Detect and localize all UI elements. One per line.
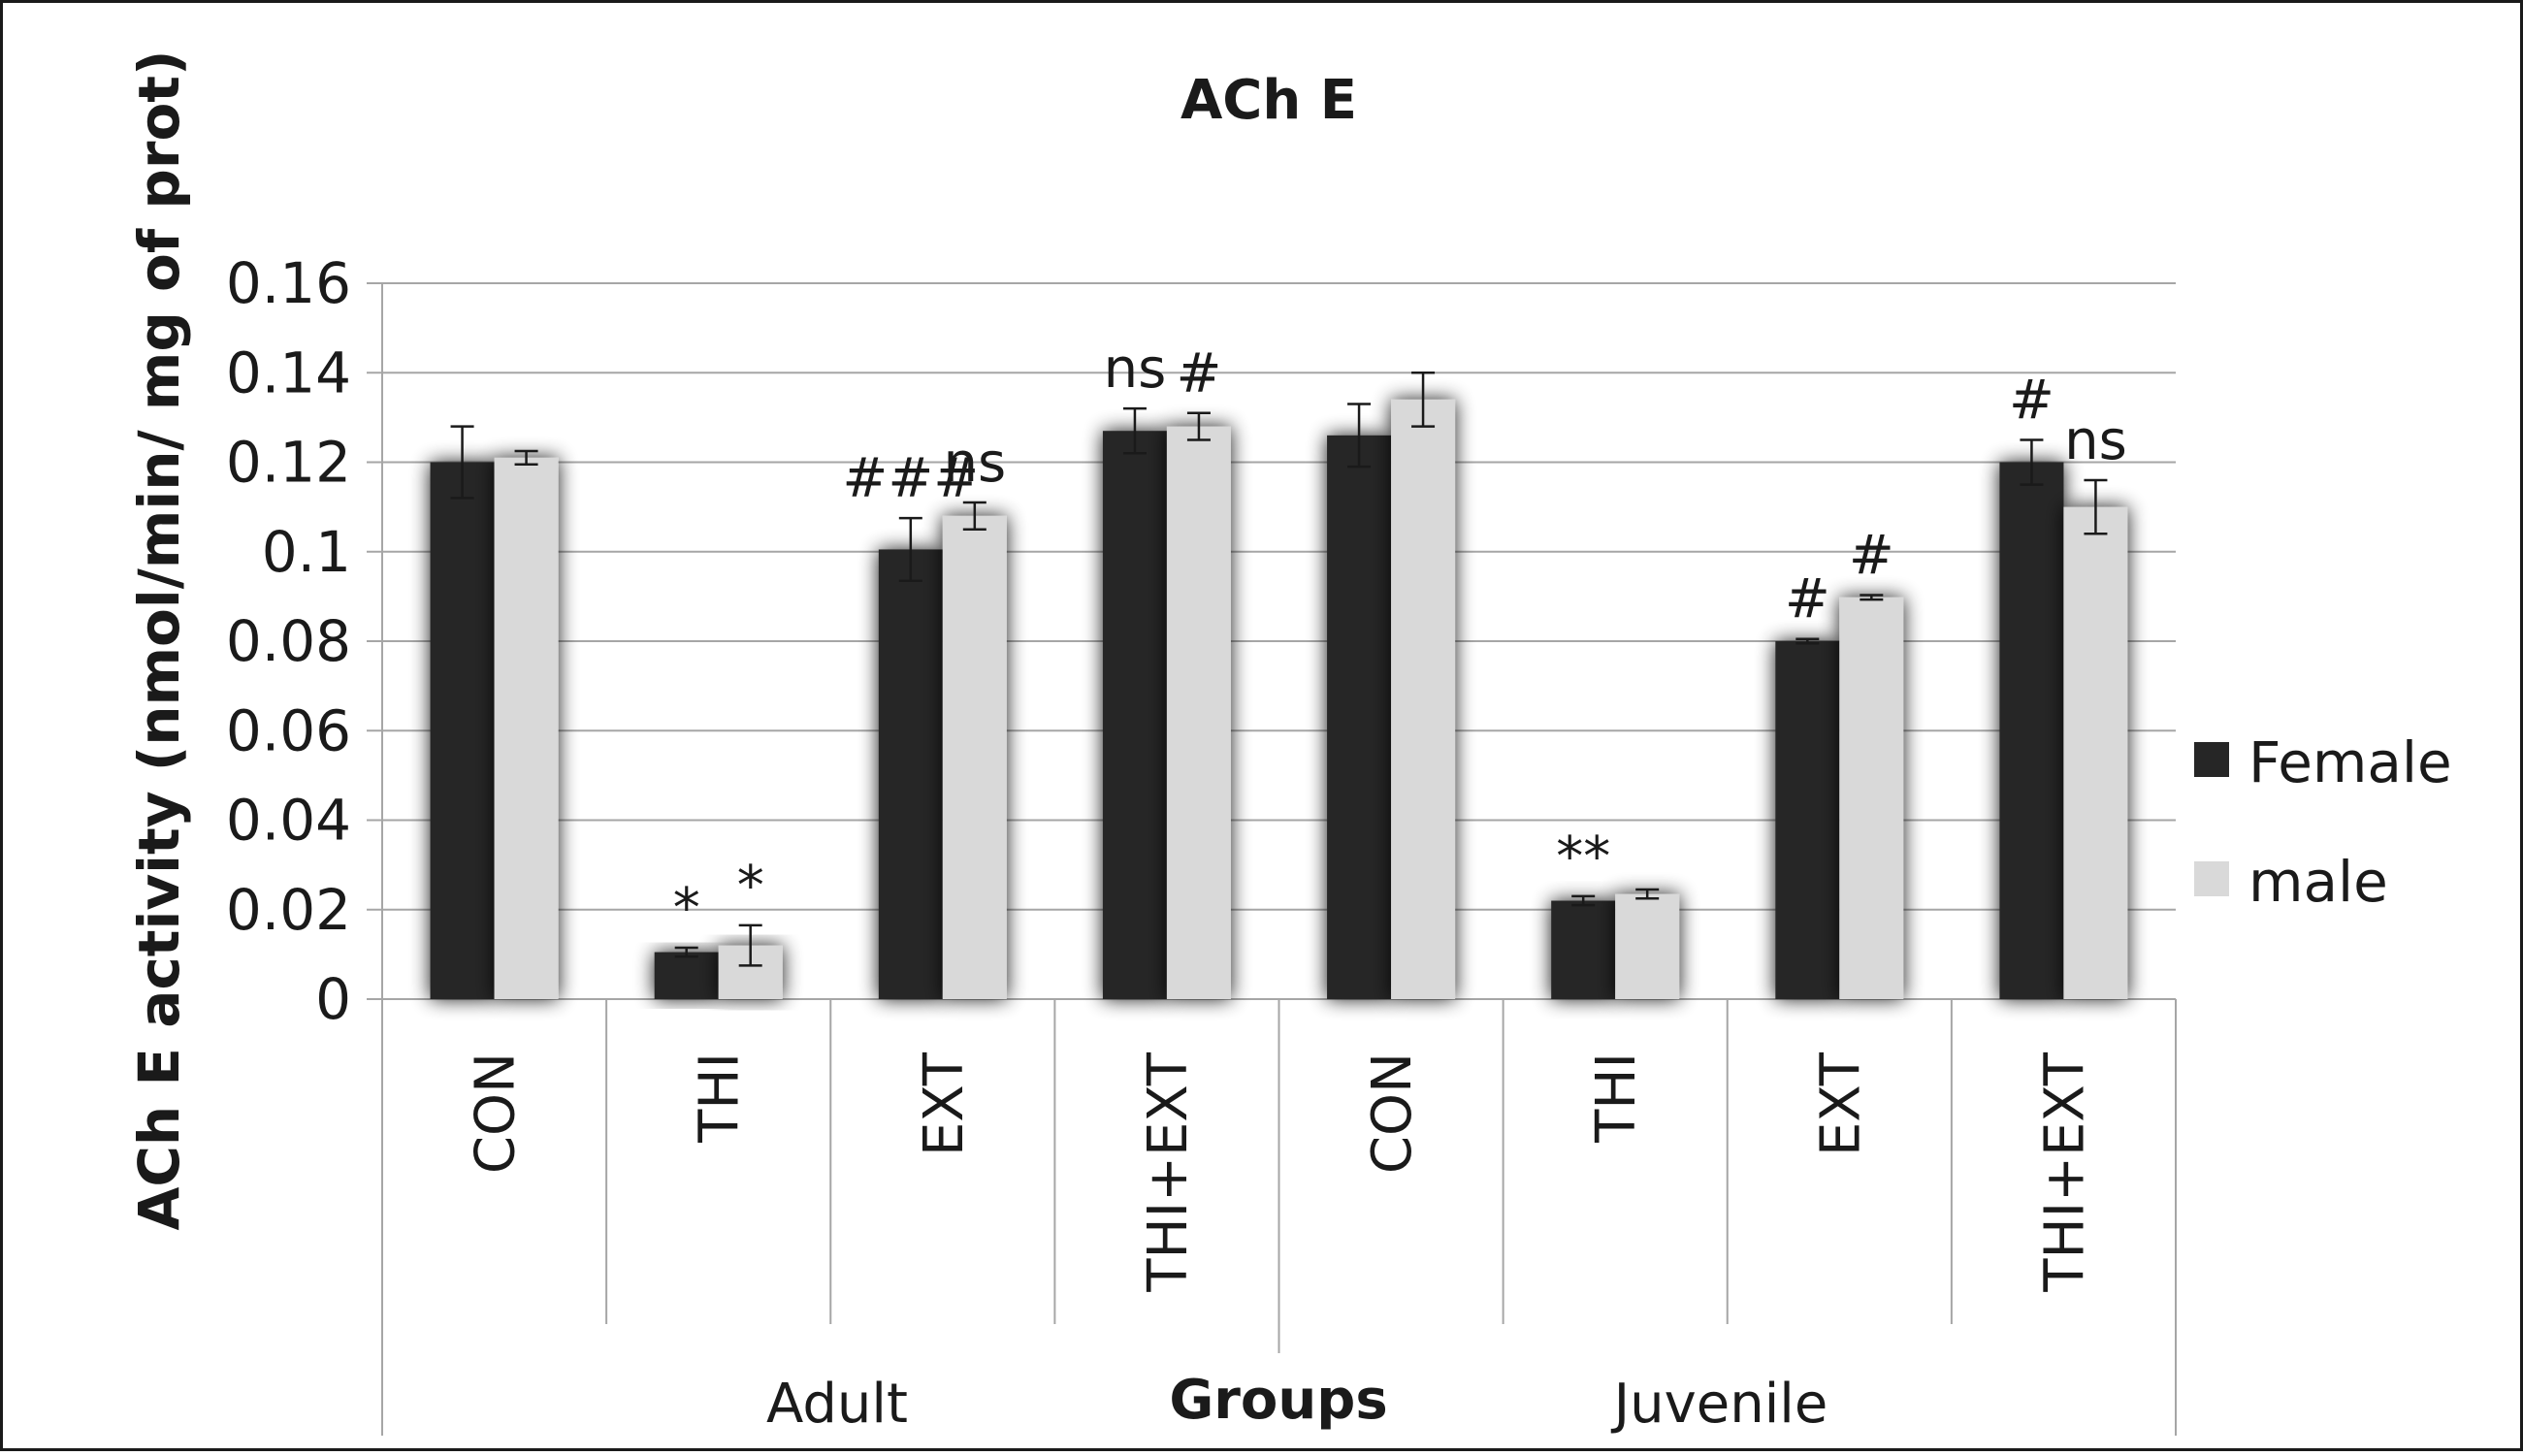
y-tick-label: 0.04 [226,788,351,854]
x-tick-label: THI+EXT [1137,1052,1200,1293]
y-tick-label: 0.16 [226,250,351,316]
y-tick-label: 0 [315,966,351,1032]
bars: *###ns**##*ns##ns [430,338,2128,1000]
significance-annotation: ns [2064,409,2127,472]
significance-annotation: ns [943,432,1006,495]
legend-swatch-female [2194,742,2229,777]
y-tick-label: 0.1 [262,519,351,585]
x-axis-label: Groups [1169,1369,1387,1432]
significance-annotation: * [673,877,700,940]
bar-female [1551,900,1616,999]
group-label-juvenile: Juvenile [1611,1373,1828,1436]
y-tick-label: 0.08 [226,608,351,674]
bar-male [942,515,1007,999]
bar-male [1615,893,1680,999]
y-tick-label: 0.02 [226,877,351,943]
significance-annotation: ### [842,447,979,510]
x-tick-label: EXT [1809,1052,1872,1156]
bar-female [654,952,719,999]
bar-female [1775,641,1840,999]
y-tick-label: 0.06 [226,697,351,763]
x-tick-label: THI [1585,1052,1648,1144]
y-tick-label: 0.14 [226,340,351,405]
bar-male [2063,506,2128,999]
chart-title: ACh E [1181,69,1357,132]
legend-swatch-male [2194,861,2229,896]
x-tick-label: CON [465,1052,528,1174]
significance-annotation: # [1849,524,1894,587]
bar-male [1839,597,1904,999]
bar-female [1102,431,1167,999]
y-axis-label: ACh E activity (nmol/min/ mg of prot) [126,49,192,1230]
x-tick-label: CON [1361,1052,1424,1174]
axes: 0 0.02 0.04 0.06 0.08 0.1 0.12 0.14 0.16 CON THI EX… [226,250,2177,1436]
bar-male [494,457,559,999]
bar-female [1327,435,1392,999]
x-tick-label: THI [689,1052,752,1144]
bar-female [1999,462,2064,999]
significance-annotation: ns [1104,338,1167,401]
significance-annotation: ** [1556,825,1610,889]
significance-annotation: * [737,855,764,918]
bar-male [1391,399,1456,999]
significance-annotation: # [1176,342,1221,405]
x-tick-label: EXT [913,1052,976,1156]
legend-label-male: male [2248,849,2388,915]
bar-male [1166,426,1231,1000]
legend-label-female: Female [2248,729,2452,795]
x-tick-label: THI+EXT [2033,1052,2096,1293]
significance-annotation: # [2009,369,2054,432]
legend: Female male [2194,729,2452,915]
bar-female [878,549,943,999]
bar-female [430,462,495,999]
group-label-adult: Adult [766,1373,908,1436]
significance-annotation: # [1785,568,1830,631]
gridlines [382,282,2176,1000]
y-tick-label: 0.12 [226,430,351,496]
